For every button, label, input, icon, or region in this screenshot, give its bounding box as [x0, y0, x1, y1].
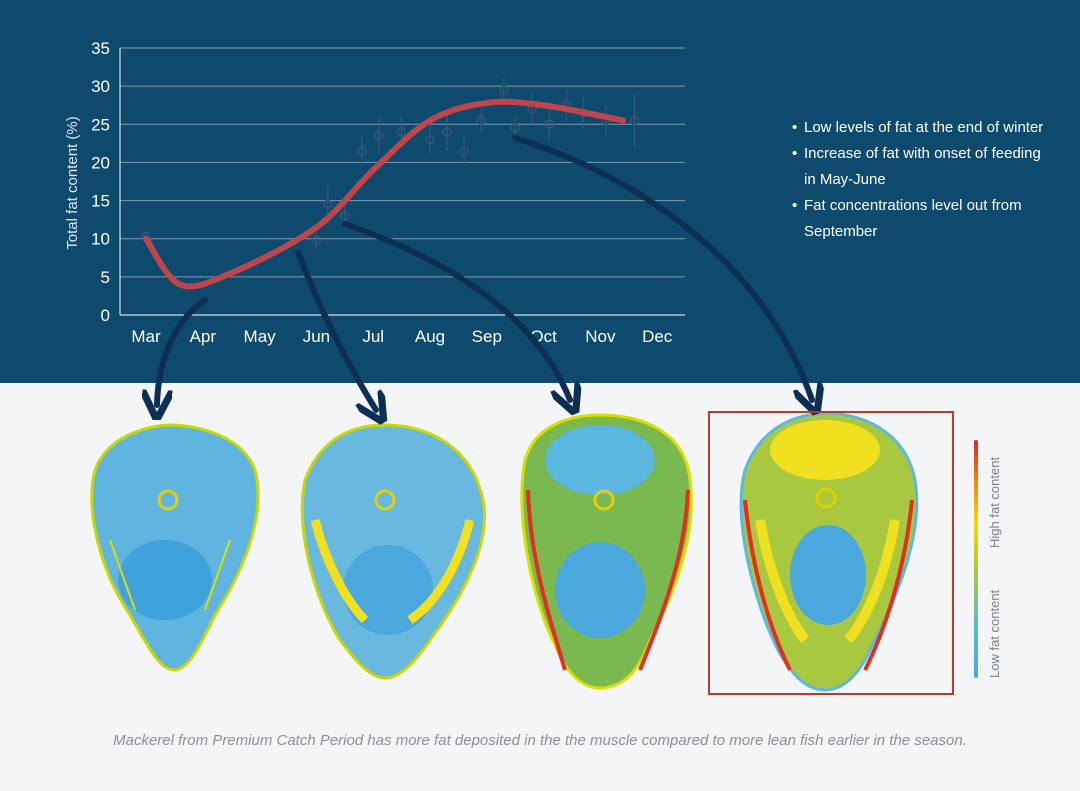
y-tick-label: 35	[91, 39, 110, 58]
arrow-june	[295, 249, 376, 410]
data-point	[374, 116, 384, 155]
x-tick-label: Dec	[642, 327, 673, 346]
data-point	[442, 112, 452, 151]
premium-catch-highlight	[708, 411, 954, 695]
x-tick-label: Sep	[472, 327, 502, 346]
data-point	[561, 89, 571, 121]
data-point	[499, 78, 509, 102]
data-point	[527, 93, 537, 125]
arrows	[157, 135, 812, 410]
y-tick-label: 15	[91, 192, 110, 211]
fat-scale-bar	[974, 440, 978, 678]
scale-high-label: High fat content	[987, 456, 1002, 548]
scan-july	[520, 413, 693, 690]
x-tick-label: Jul	[362, 327, 384, 346]
annotation-item: Low levels of fat at the end of winter	[792, 115, 1052, 141]
arrow-july	[342, 221, 570, 400]
data-point	[425, 124, 435, 155]
y-tick-label: 5	[101, 268, 110, 287]
gridlines	[120, 47, 685, 278]
scan-march	[90, 423, 260, 672]
data-point	[629, 93, 640, 148]
x-tick-label: Nov	[585, 327, 616, 346]
y-tick-label: 30	[91, 77, 110, 96]
data-points	[141, 78, 640, 248]
x-tick-label: May	[244, 327, 277, 346]
data-point	[311, 232, 322, 248]
x-tick-label: Aug	[415, 327, 445, 346]
y-tick-label: 20	[91, 153, 110, 172]
y-tick-label: 25	[91, 115, 110, 134]
arrow-april	[157, 297, 208, 405]
data-point	[476, 109, 486, 132]
y-axis-label: Total fat content (%)	[64, 116, 81, 249]
x-tick-label: Apr	[190, 327, 217, 346]
x-tick-labels: Mar Apr May Jun Jul Aug Sep Oct Nov Dec	[131, 327, 672, 346]
x-tick-label: Jun	[303, 327, 330, 346]
arrow-september	[512, 135, 812, 400]
trend-line	[143, 98, 627, 290]
annotation-list: Low levels of fat at the end of winter I…	[792, 115, 1052, 245]
scale-low-label: Low fat content	[987, 589, 1002, 678]
annotation-item: Fat concentrations level out from Septem…	[792, 193, 1052, 245]
annotation-item: Increase of fat with onset of feeding in…	[792, 141, 1052, 193]
scan-september	[739, 411, 919, 692]
data-point	[544, 109, 554, 140]
x-tick-label: Mar	[131, 327, 161, 346]
data-point	[459, 135, 469, 167]
y-tick-label: 10	[91, 230, 110, 249]
data-point	[357, 135, 367, 167]
y-tick-labels: 0 5 10 15 20 25 30 35	[91, 39, 110, 325]
figure-caption: Mackerel from Premium Catch Period has m…	[113, 732, 967, 749]
axes	[119, 48, 685, 316]
y-tick-label: 0	[101, 306, 110, 325]
scan-may	[300, 423, 486, 680]
